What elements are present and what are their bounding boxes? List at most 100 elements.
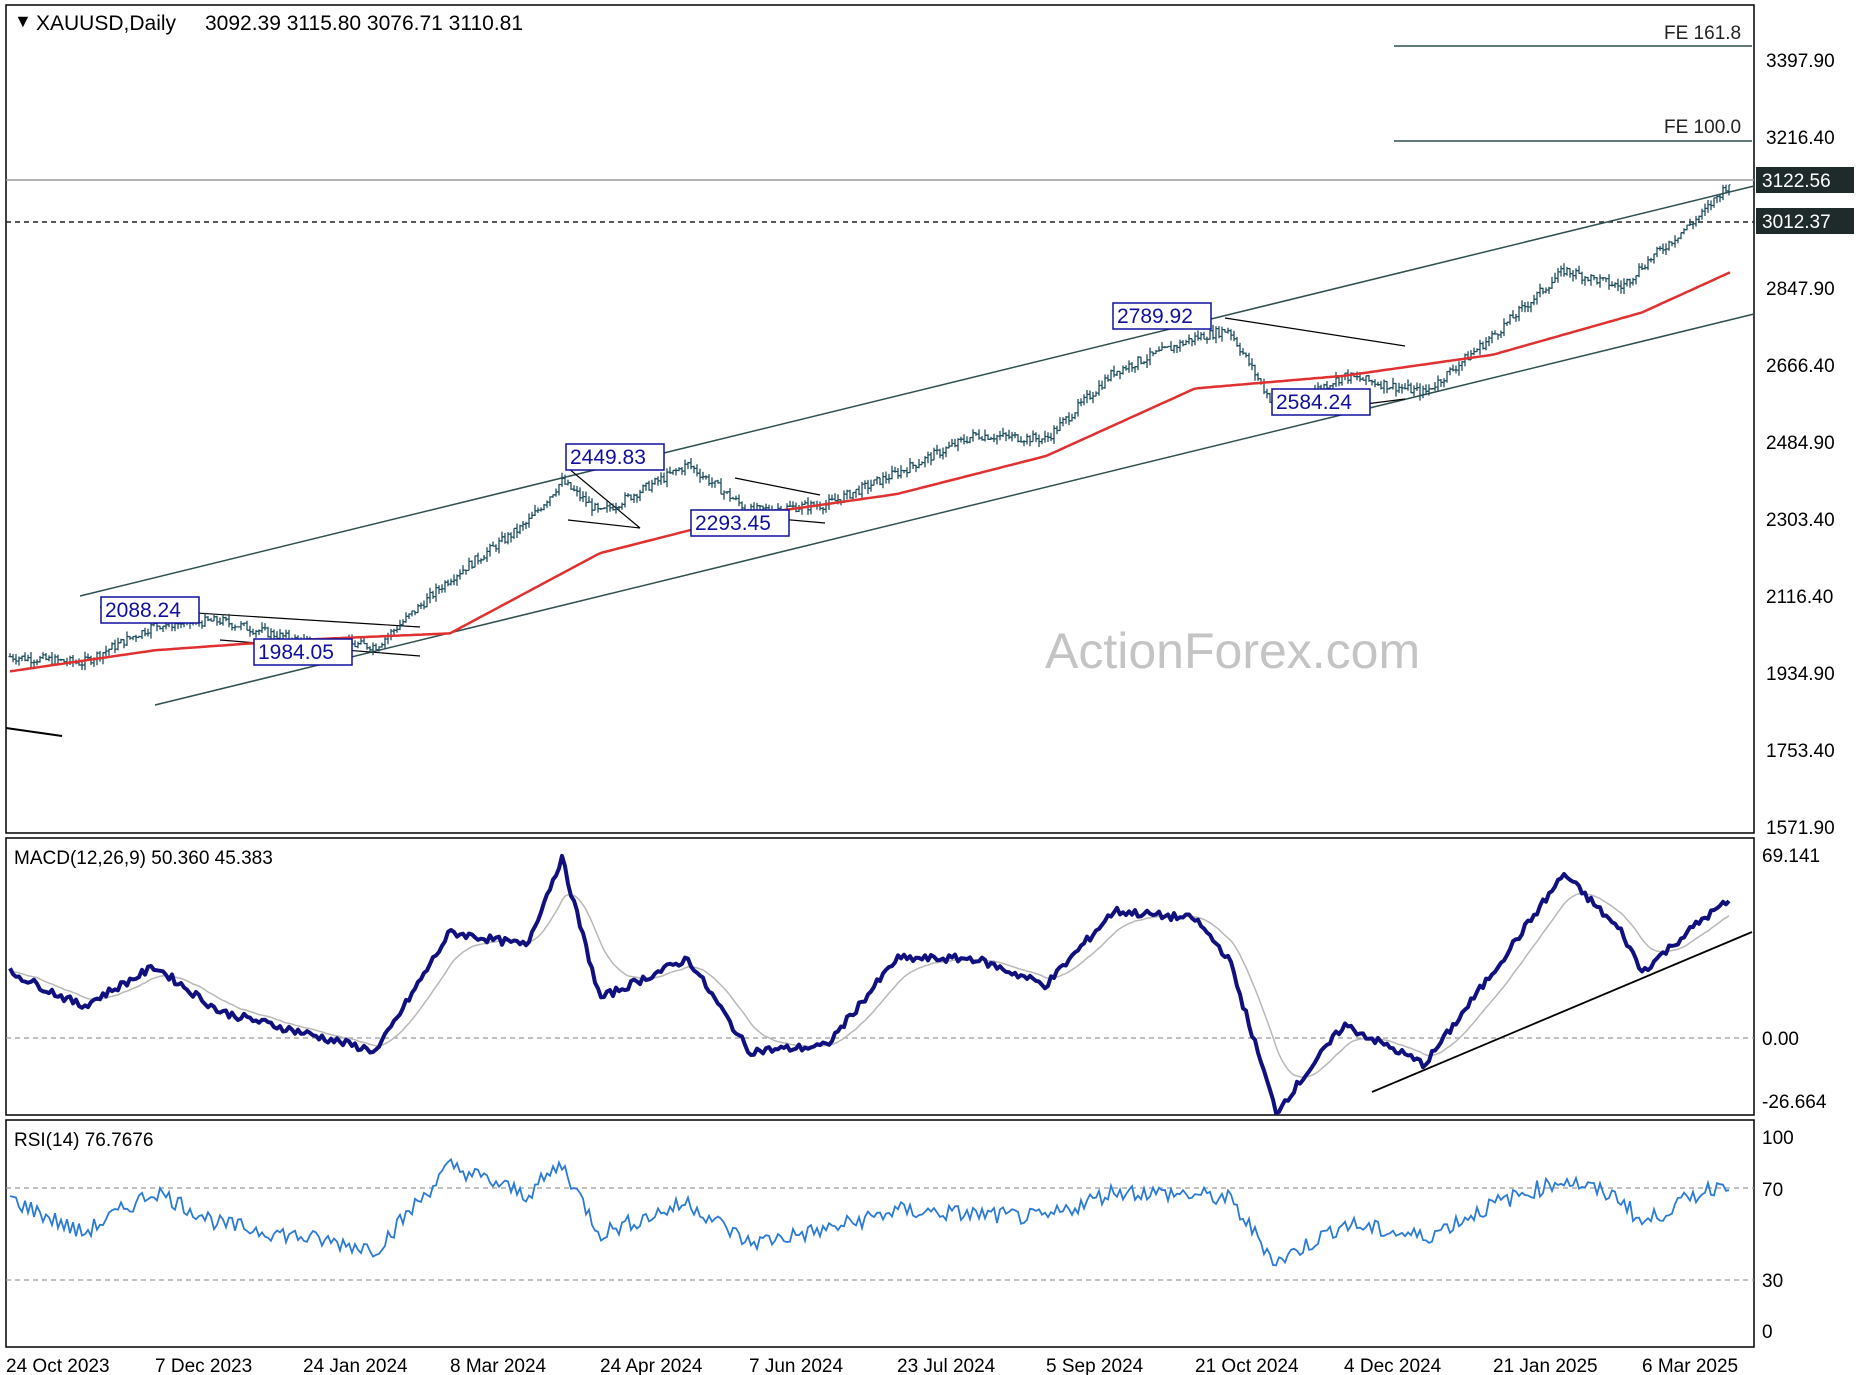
price-bar bbox=[122, 639, 126, 649]
price-bar bbox=[821, 506, 825, 515]
macd-y-tick: -26.664 bbox=[1762, 1092, 1827, 1113]
price-bar bbox=[26, 654, 30, 662]
price-bar bbox=[437, 585, 441, 594]
price-tag-3012 bbox=[1756, 208, 1854, 234]
price-bar bbox=[224, 616, 228, 622]
price-bar bbox=[266, 626, 270, 638]
price-bar bbox=[1034, 432, 1038, 443]
price-bar bbox=[1706, 200, 1710, 213]
price-bar bbox=[566, 479, 570, 486]
price-bar bbox=[1226, 327, 1230, 334]
price-bar bbox=[1547, 286, 1551, 294]
price-bar bbox=[1598, 274, 1602, 288]
price-bar bbox=[668, 466, 672, 474]
price-bar bbox=[788, 500, 792, 507]
price-bar bbox=[1346, 369, 1350, 384]
price-bar bbox=[410, 610, 414, 617]
chart-symbol-title: XAUUSD,Daily bbox=[36, 12, 177, 35]
macd-signal-line bbox=[9, 892, 1730, 1078]
price-bar bbox=[1589, 274, 1593, 286]
price-bar bbox=[1643, 264, 1647, 270]
price-bar bbox=[908, 458, 912, 474]
price-bar bbox=[506, 532, 510, 545]
price-bar bbox=[899, 465, 903, 479]
price-bar bbox=[1697, 215, 1701, 223]
price-bar bbox=[1334, 372, 1338, 387]
price-bar bbox=[935, 444, 939, 455]
price-bar bbox=[1508, 314, 1512, 325]
price-bar bbox=[584, 491, 588, 507]
price-bar bbox=[656, 476, 660, 486]
price-bar bbox=[1637, 263, 1641, 278]
price-bar bbox=[1397, 382, 1401, 393]
price-bar bbox=[689, 458, 693, 470]
annotation-2584: 2584.24 bbox=[1271, 388, 1371, 416]
price-bar bbox=[674, 468, 678, 476]
price-bar bbox=[569, 482, 573, 490]
price-bar bbox=[530, 511, 534, 520]
price-bar bbox=[263, 623, 267, 631]
price-bar bbox=[929, 452, 933, 466]
price-bar bbox=[917, 459, 921, 469]
price-bar bbox=[884, 471, 888, 484]
price-bar bbox=[1703, 203, 1707, 216]
annotation-2293-label: 2293.45 bbox=[695, 512, 771, 535]
price-bar bbox=[1064, 416, 1068, 424]
x-tick-label: 23 Jul 2024 bbox=[897, 1356, 996, 1375]
price-bar bbox=[1487, 336, 1491, 347]
price-bar bbox=[1682, 228, 1686, 235]
price-bar bbox=[20, 655, 24, 662]
price-bar bbox=[1541, 287, 1545, 295]
price-bar bbox=[1439, 379, 1443, 387]
rsi-y-tick: 70 bbox=[1762, 1180, 1783, 1201]
price-bar bbox=[218, 617, 222, 625]
price-bar bbox=[653, 477, 657, 485]
price-bar bbox=[1385, 380, 1389, 394]
price-bar bbox=[1400, 384, 1404, 394]
price-bar bbox=[1499, 330, 1503, 338]
price-bar bbox=[1478, 339, 1482, 355]
price-bar bbox=[911, 461, 915, 469]
price-bar bbox=[1691, 221, 1695, 230]
price-bar bbox=[1619, 280, 1623, 294]
price-bar bbox=[374, 643, 378, 651]
price-bar bbox=[866, 479, 870, 494]
price-bar bbox=[938, 448, 942, 459]
price-bar bbox=[647, 480, 651, 491]
price-bar bbox=[473, 555, 477, 568]
price-bar bbox=[470, 560, 474, 569]
price-bar bbox=[1718, 193, 1722, 203]
x-tick-label: 8 Mar 2024 bbox=[450, 1356, 547, 1375]
price-bar bbox=[1727, 184, 1731, 196]
price-bar bbox=[1430, 388, 1434, 390]
price-bar bbox=[1403, 383, 1407, 390]
price-bar bbox=[221, 614, 225, 626]
watermark: ActionForex.com bbox=[1045, 623, 1420, 679]
price-bar bbox=[572, 485, 576, 492]
price-bar bbox=[614, 502, 618, 514]
price-bar bbox=[605, 501, 609, 513]
price-bar bbox=[500, 531, 504, 543]
annotation-1984-label: 1984.05 bbox=[258, 641, 334, 664]
price-bar bbox=[1223, 328, 1227, 333]
price-bar bbox=[1391, 377, 1395, 390]
price-bar bbox=[1583, 276, 1587, 286]
rsi-line bbox=[9, 1157, 1730, 1267]
price-bar bbox=[926, 451, 930, 464]
price-bar bbox=[590, 498, 594, 516]
price-bar bbox=[476, 552, 480, 565]
price-bar bbox=[1673, 235, 1677, 248]
price-bar bbox=[1649, 257, 1653, 263]
price-bar bbox=[833, 493, 837, 502]
collapse-arrow-icon[interactable]: ▼ bbox=[14, 11, 32, 31]
price-bar bbox=[1061, 417, 1065, 427]
price-bar bbox=[1616, 278, 1620, 292]
price-bar bbox=[1424, 384, 1428, 396]
price-bar bbox=[29, 652, 33, 669]
price-bar bbox=[1457, 361, 1461, 376]
price-bar bbox=[521, 521, 525, 531]
x-tick-label: 21 Jan 2025 bbox=[1493, 1356, 1598, 1375]
price-y-tick: 1571.90 bbox=[1766, 818, 1835, 839]
price-bar bbox=[1445, 370, 1449, 383]
price-bar bbox=[932, 447, 936, 461]
